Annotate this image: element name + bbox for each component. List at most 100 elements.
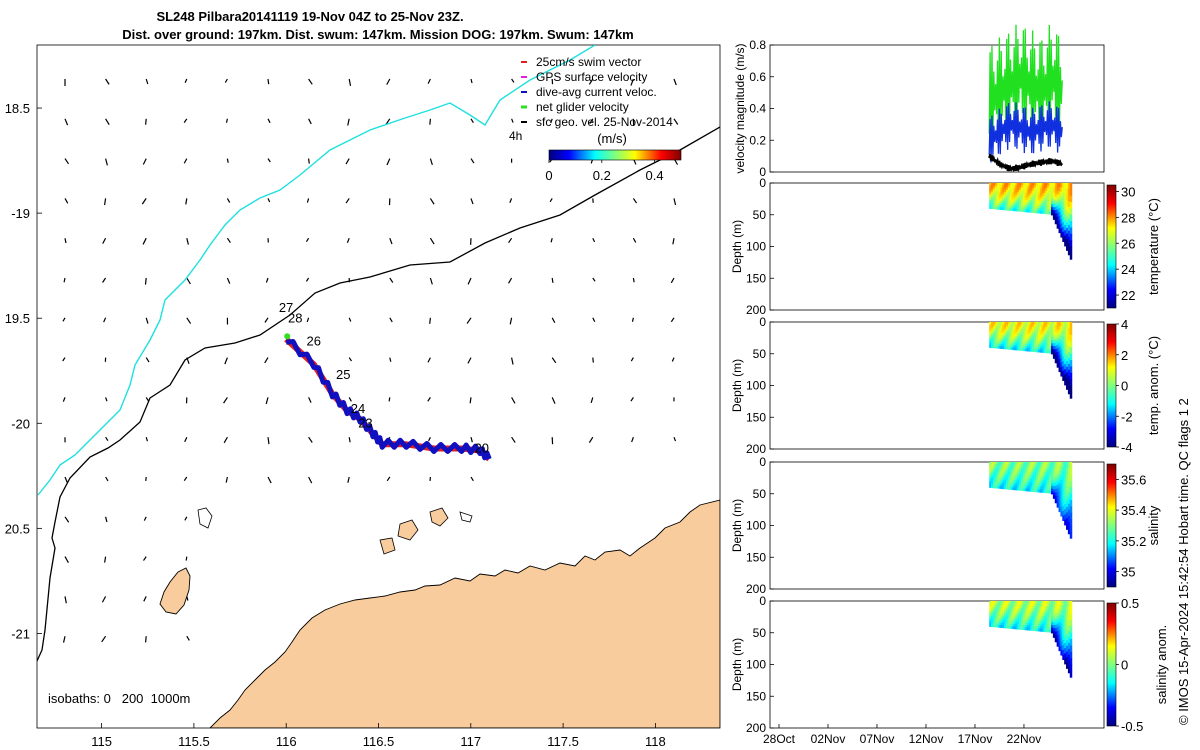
heatmap-cell <box>1032 623 1035 627</box>
heatmap-cell <box>1034 464 1037 468</box>
heatmap-cell <box>1021 326 1024 330</box>
heatmap-cell <box>1011 621 1015 625</box>
heatmap-cell <box>1011 338 1015 341</box>
heatmap-cell <box>1043 342 1047 346</box>
heatmap-cell <box>1013 203 1017 207</box>
heatmap-cell <box>1054 482 1058 487</box>
heatmap-cell <box>1013 183 1017 186</box>
heatmap-cell <box>1022 192 1026 196</box>
heatmap-cell <box>1056 495 1060 501</box>
heatmap-cell <box>1051 464 1054 468</box>
heatmap-cell <box>1009 324 1013 328</box>
heatmap-cell <box>1006 462 1009 465</box>
heatmap-cell <box>1034 207 1037 211</box>
heatmap-cell <box>1034 192 1037 196</box>
heatmap-cell <box>1058 617 1061 623</box>
heatmap-cell <box>1039 464 1043 468</box>
heatmap-cell <box>1056 344 1060 349</box>
heatmap-cell <box>1047 185 1050 189</box>
heatmap-cell <box>1026 603 1030 607</box>
heatmap-cell <box>1066 518 1069 525</box>
heatmap-cell <box>1054 465 1058 470</box>
heatmap-cell <box>1015 471 1018 475</box>
velocity-y-tick-label: 0.4 <box>749 102 766 116</box>
heatmap-cell <box>1051 491 1054 495</box>
heatmap-cell <box>991 322 994 325</box>
heatmap-cell <box>1060 484 1063 490</box>
heatmap-cell <box>1041 479 1045 483</box>
geostrophic-arrow <box>183 476 188 482</box>
geostrophic-arrow <box>470 437 473 443</box>
heatmap-cell <box>1051 462 1054 466</box>
heatmap-cell <box>1026 197 1030 201</box>
heatmap-cell <box>1002 335 1005 339</box>
heatmap-cell <box>1030 341 1033 345</box>
heatmap-cell <box>1021 338 1024 342</box>
heatmap-cell <box>1045 203 1048 207</box>
heatmap-cell <box>1047 206 1050 210</box>
heatmap-cell <box>1062 187 1065 194</box>
geostrophic-arrow <box>226 277 231 284</box>
heatmap-cell <box>1047 345 1050 349</box>
heatmap-cell <box>1017 185 1020 189</box>
colorbar-tick-label: 0 <box>1121 379 1128 394</box>
heatmap-cell <box>1067 666 1071 674</box>
heatmap-cell <box>989 324 992 327</box>
heatmap-cell <box>996 324 1000 327</box>
heatmap-cell <box>1060 214 1063 220</box>
heatmap-cell <box>1056 333 1060 338</box>
heatmap-cell <box>989 338 992 342</box>
heatmap-cell <box>1022 615 1026 619</box>
heatmap-cell <box>1051 603 1054 607</box>
heatmap-cell <box>1032 192 1035 196</box>
heatmap-cell <box>1051 348 1054 352</box>
heatmap-cell <box>1032 484 1035 488</box>
heatmap-cell <box>994 185 998 188</box>
heatmap-cell <box>1007 603 1011 607</box>
heatmap-cell <box>1009 198 1013 202</box>
heatmap-cell <box>1058 601 1061 606</box>
geostrophic-arrow <box>673 118 679 125</box>
heatmap-cell <box>1009 464 1013 468</box>
heatmap-cell <box>1037 183 1041 187</box>
geostrophic-arrow <box>470 198 474 205</box>
heatmap-cell <box>1069 620 1073 627</box>
heatmap-cell <box>1037 623 1041 627</box>
day-label: 26 <box>307 334 321 349</box>
heatmap-cell <box>1007 619 1011 622</box>
heatmap-cell <box>1011 326 1015 330</box>
heatmap-cell <box>996 616 1000 619</box>
heatmap-cell <box>1017 201 1020 205</box>
heatmap-cell <box>1013 322 1017 325</box>
heatmap-cell <box>989 189 992 192</box>
heatmap-cell <box>1006 191 1009 195</box>
heatmap-cell <box>1036 623 1039 627</box>
heatmap-cell <box>1024 187 1028 191</box>
heatmap-cell <box>1009 196 1013 200</box>
heatmap-cell <box>1056 355 1060 361</box>
heatmap-cell <box>1000 346 1003 349</box>
heatmap-cell <box>1052 183 1056 187</box>
heatmap-cell <box>1011 612 1015 616</box>
heatmap-cell <box>1045 464 1048 468</box>
heatmap-cell <box>1024 620 1028 624</box>
heatmap-cell <box>1024 190 1028 194</box>
heatmap-cell <box>1015 473 1018 477</box>
heatmap-cell <box>1021 488 1024 491</box>
heatmap-cell <box>1000 612 1003 615</box>
heatmap-cell <box>998 337 1002 341</box>
heatmap-cell <box>1026 483 1030 487</box>
day-label: 28 <box>288 310 302 325</box>
heatmap-cell <box>1051 332 1054 336</box>
heatmap-cell <box>1039 327 1043 331</box>
heatmap-cell <box>1062 197 1065 203</box>
heatmap-cell <box>1060 489 1063 495</box>
heatmap-cell <box>1052 619 1056 623</box>
heatmap-cell <box>1002 337 1005 341</box>
heatmap-cell <box>1056 198 1060 203</box>
heatmap-cell <box>1024 326 1028 330</box>
heatmap-cell <box>1052 616 1056 620</box>
heatmap-cell <box>1041 322 1045 326</box>
heatmap-cell <box>1054 614 1058 619</box>
heatmap-cell <box>1037 606 1041 610</box>
